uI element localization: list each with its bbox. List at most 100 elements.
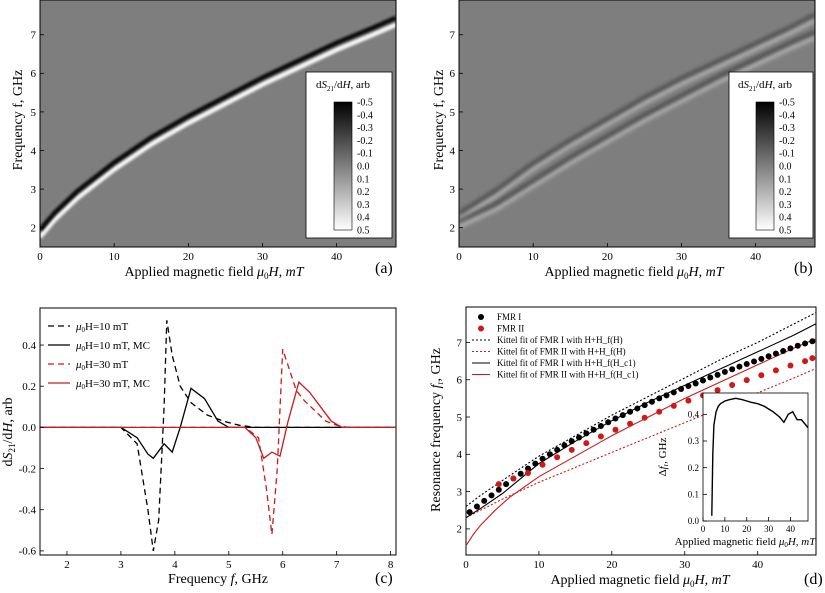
resonance-dark-band: [459, 13, 815, 215]
panel-b: 0 10 20 30 40 2 3 4 5 6 7 Applied magnetic field …: [432, 0, 816, 281]
colorbar-tick-label: 0.5: [357, 226, 370, 237]
data-point: [648, 398, 655, 405]
data-point: [751, 358, 758, 365]
data-point: [729, 381, 736, 388]
colorbar-tick-label: -0.3: [779, 123, 795, 134]
colorbar-tick-label: 0.2: [779, 187, 792, 198]
data-point: [524, 469, 531, 476]
x-tick-label: 20: [742, 524, 752, 534]
legend-label: μ0H=30 mT, MC: [75, 378, 150, 391]
data-point: [656, 395, 663, 402]
data-point: [539, 455, 546, 462]
x-axis-label-a: Applied magnetic field μ0H, mT: [124, 265, 304, 281]
data-point: [794, 342, 801, 349]
colorbar-a: dS21/dH, arb -0.5-0.4 -0.3 -0.2 -0.1 0.00.1 0…: [305, 71, 393, 239]
data-point: [597, 433, 604, 440]
data-point: [583, 440, 590, 447]
legend-label: FMR II: [497, 324, 524, 334]
legend-c: μ0H=10 mT μ0H=10 mT, MC μ0H=30 mT μ0H=30 mT…: [48, 321, 150, 391]
inset-d: 0 10 20 30 40 0.0 0.1 0.2 0.3 0.4 Applied magnet…: [657, 392, 816, 549]
data-point: [809, 355, 816, 362]
data-point: [583, 430, 590, 437]
legend-label: Kittel fit of FMR II with H+H_f(H): [497, 347, 626, 357]
heatmap-b-resonance: [459, 13, 815, 228]
data-point: [554, 446, 561, 453]
data-point: [576, 434, 583, 441]
data-point: [619, 412, 626, 419]
colorbar-tick-label: 0.1: [357, 174, 370, 185]
y-axis-d: 2 3 4 5 6 7: [457, 337, 470, 536]
y-tick-label: 6: [450, 68, 456, 80]
x-tick-label: 40: [331, 251, 343, 263]
inset-y-axis: 0.0 0.1 0.2 0.3 0.4: [688, 409, 707, 526]
x-tick-label: 6: [280, 559, 286, 571]
y-tick-label: 0.3: [688, 436, 700, 446]
data-point: [670, 402, 677, 409]
series-d: [465, 312, 817, 547]
y-axis-label-b: Frequency f, GHz: [432, 70, 447, 171]
x-tick-label: 30: [764, 524, 774, 534]
x-tick-label: 40: [752, 559, 764, 571]
colorbar-tick-label: 0.0: [779, 162, 792, 173]
x-tick-label: 3: [118, 559, 124, 571]
y-tick-label: 5: [31, 107, 37, 119]
data-point: [802, 358, 809, 365]
data-point: [670, 389, 677, 396]
data-point: [634, 405, 641, 412]
y-tick-label: 3: [450, 184, 456, 196]
colorbar-title-a: dS21/dH, arb: [316, 79, 371, 93]
colorbar-tick-label: 0.3: [357, 200, 370, 211]
x-tick-label: 20: [606, 559, 618, 571]
line-series: [40, 380, 396, 460]
legend-label: μ0H=30 mT: [75, 359, 128, 372]
data-point: [554, 454, 561, 461]
y-axis-c: -0.6 -0.4 -0.2 0.0 0.2 0.4: [19, 340, 44, 558]
y-tick-label: 7: [457, 337, 463, 349]
resonance-dark-band: [40, 15, 396, 232]
data-point: [473, 503, 480, 510]
y-tick-label: 0.4: [22, 340, 36, 352]
heatmap-a-resonance: [40, 15, 396, 239]
panel-label-b: (b): [794, 260, 813, 277]
legend-marker: [478, 325, 484, 332]
colorbar-tick-label: -0.2: [357, 136, 373, 147]
colorbar-gradient-a: [333, 101, 353, 231]
x-axis-label-b: Applied magnetic field μ0H, mT: [544, 265, 724, 281]
x-tick-label: 30: [679, 559, 691, 571]
y-tick-label: 7: [31, 30, 37, 42]
y-tick-label: 0.0: [688, 516, 700, 526]
fit-line: [465, 367, 817, 519]
y-tick-label: 0.2: [22, 381, 36, 393]
y-tick-label: 6: [31, 68, 37, 80]
resonance-light-band: [459, 18, 815, 221]
data-point: [743, 377, 750, 384]
data-point: [590, 426, 597, 433]
panel-label-a: (a): [375, 260, 393, 277]
y-tick-label: 0.2: [688, 463, 699, 473]
legend-label: μ0H=10 mT, MC: [75, 340, 150, 353]
colorbar-title-b: dS21/dH, arb: [738, 79, 793, 93]
legend-label: FMR I: [497, 312, 521, 322]
x-tick-label: 8: [388, 559, 394, 571]
colorbar-tick-label: -0.5: [357, 98, 373, 109]
x-tick-label: 2: [64, 559, 70, 571]
legend-label: μ0H=10 mT: [75, 321, 128, 334]
y-tick-label: 3: [457, 486, 463, 498]
y-tick-label: 2: [31, 223, 37, 235]
data-point: [524, 465, 531, 472]
data-point: [510, 475, 517, 482]
data-point: [568, 438, 575, 445]
colorbar-tick-label: -0.5: [779, 98, 795, 109]
x-tick-label: 0: [701, 524, 706, 534]
data-point: [532, 460, 539, 467]
y-axis-label-d: Resonance frequency fr, GHz: [429, 348, 445, 512]
data-point: [597, 422, 604, 429]
data-point: [787, 362, 794, 369]
data-point: [707, 374, 714, 381]
line-series-c: [40, 320, 396, 552]
data-point: [714, 387, 721, 394]
x-tick-label: 7: [334, 559, 340, 571]
data-point: [641, 414, 648, 421]
data-point: [481, 497, 488, 504]
